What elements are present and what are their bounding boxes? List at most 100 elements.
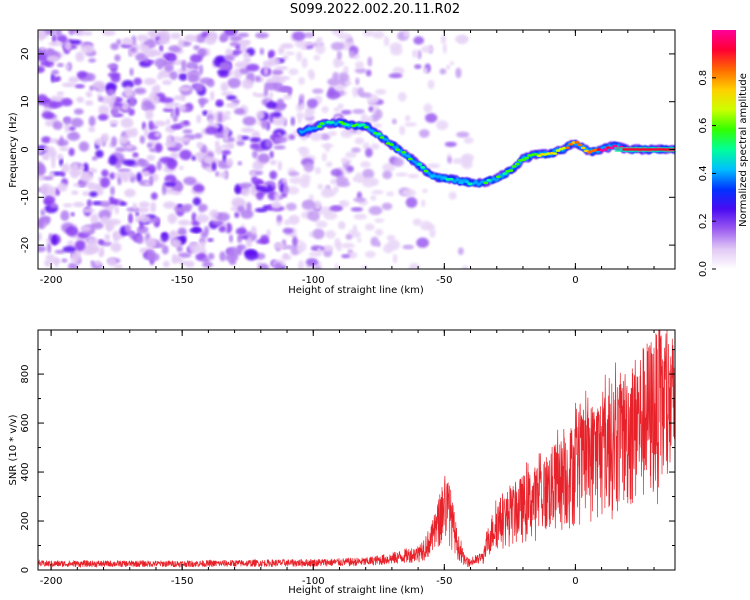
spectrogram-noise-blob [357,87,365,97]
spectrogram-noise-blob [300,41,314,46]
spectrogram-noise-blob [237,244,247,251]
spectrogram-noise-blob [226,95,237,101]
spectrogram-noise-blob [402,189,417,197]
spectrogram-noise-blob [179,104,186,112]
spectrogram-noise-blob [128,108,135,116]
spectrogram-noise-blob [237,161,243,166]
spectrogram-noise-blob [109,172,116,180]
colorbar-tick-label: 0.4 [698,165,709,181]
spectrogram-noise-blob [249,137,262,143]
spectrogram-noise-blob [289,214,300,225]
spectrogram-noise-blob [146,249,156,260]
spectrogram-noise-blob [288,68,299,76]
snr-x-tick-label: -150 [171,576,194,587]
spectrogram-noise-blob [70,212,75,217]
spectrogram-noise-blob [412,218,422,226]
spectrogram-noise-blob [299,102,305,110]
spectrogram-noise-blob [136,172,143,183]
spectrogram-noise-blob [90,260,95,265]
spectrogram-noise-blob [173,255,183,264]
spectrogram-noise-blob [329,178,338,185]
spectrogram-noise-blob [82,191,91,196]
spectrogram-noise-blob [161,184,167,196]
spectrogram-noise-blob [95,187,104,196]
spectrogram-noise-blob [86,73,96,82]
spectrogram-noise-blob [178,165,184,171]
spectrogram-noise-blob [457,247,464,256]
colorbar: 0.0 0.2 0.4 0.6 0.8 Normalized spectral ampl… [698,30,749,277]
spectrogram-noise-blob [205,126,218,135]
spectrogram-noise-blob [82,171,89,180]
spectrogram-noise-blob [144,126,149,138]
spectrogram-noise-blob [51,33,57,44]
spectrogram-noise-blob [110,186,115,196]
spectrogram-noise-blob [62,246,76,253]
spectrogram-noise-blob [456,131,470,138]
spectrogram-noise-blob [337,33,352,40]
spectrogram-noise-blob [254,207,268,213]
spectrogram-noise-blob [382,163,396,172]
spectrogram-noise-blob [191,212,197,223]
spectrogram-noise-blob [294,39,305,48]
spectrogram-noise-blob [259,47,265,56]
spectrogram-noise-blob [345,151,357,159]
spectrogram-x-tick-label: -150 [171,275,194,286]
spectrogram-noise-blob [373,123,382,128]
spectrogram-noise-blob [162,79,172,86]
spectrogram-noise-blob [101,30,116,36]
spectrogram-noise-blob [352,108,365,114]
spectrogram-noise-blob [327,78,340,86]
spectrogram-noise-blob [192,197,202,206]
spectrogram-noise-blob [404,115,411,122]
spectrogram-noise-blob [237,205,245,214]
spectrogram-noise-blob [156,160,162,171]
spectrogram-noise-blob [64,123,70,133]
spectrogram-ridge-peak [587,151,592,154]
spectrogram-noise-blob [162,52,176,60]
spectrogram-noise-blob [162,260,170,268]
spectrogram-noise-blob [216,99,223,105]
spectrogram-noise-blob [55,30,62,38]
spectrogram-noise-blob [444,141,457,147]
spectrogram-noise-blob [227,69,234,77]
spectrogram-noise-blob [176,245,183,253]
spectrogram-noise-blob [229,35,243,42]
spectrogram-noise-blob [282,94,292,100]
spectrogram-noise-blob [353,213,367,220]
spectrogram-noise-blob [315,44,326,55]
spectrogram-noise-blob [422,67,428,74]
spectrogram-noise-blob [277,160,283,171]
spectrogram-noise-blob [333,185,339,193]
spectrogram-noise-blob [301,173,311,183]
spectrogram-ridge-peak [577,143,583,147]
spectrogram-noise-blob [399,125,406,136]
spectrogram-noise-blob [463,137,474,144]
spectrogram-noise-blob [115,147,127,152]
spectrogram-noise-blob [404,122,417,127]
spectrogram-noise-blob [240,127,255,133]
spectrogram-noise-blob [256,239,270,245]
spectrogram-noise-blob [61,82,76,88]
spectrogram-noise-blob [313,265,322,269]
spectrogram-noise-blob [312,228,325,240]
spectrogram-noise-blob [370,194,377,201]
spectrogram-noise-blob [46,55,60,63]
spectrogram-noise-blob [273,78,287,83]
spectrogram-noise-blob [148,175,154,187]
spectrogram-noise-blob [100,177,111,188]
spectrogram-noise-blob [210,90,215,101]
spectrogram-noise-blob [330,41,345,51]
spectrogram-noise-blob [360,115,374,123]
spectrogram-noise-blob [70,171,79,179]
spectrogram-noise-blob [116,39,122,46]
spectrogram-noise-blob [189,53,203,63]
spectrogram-ridge-peak [521,158,526,161]
spectrogram-noise-blob [246,237,253,248]
spectrogram-noise-blob [96,93,103,98]
spectrogram-noise-blob [414,64,422,70]
spectrogram-noise-blob [164,64,174,72]
spectrogram-noise-blob [143,77,157,86]
spectrogram-noise-blob [71,190,79,196]
spectrogram-ridge-peak [580,146,586,150]
colorbar-label: Normalized spectral amplitude [738,73,749,227]
